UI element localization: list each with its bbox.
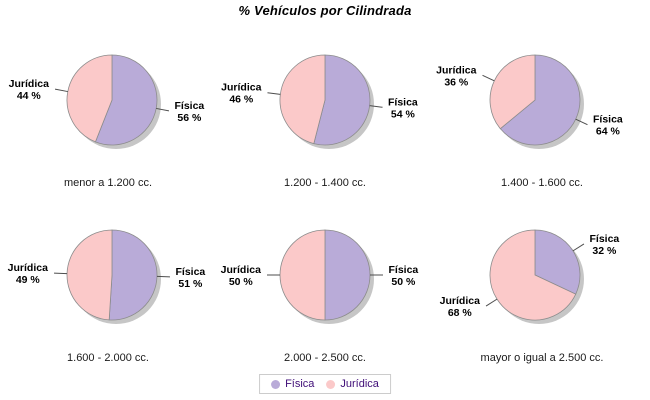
slice-percent-label: 46 % xyxy=(229,94,254,106)
slice-percent-label: 49 % xyxy=(16,274,41,286)
legend-item-juridica: Jurídica xyxy=(326,378,379,390)
chart-legend: Física Jurídica xyxy=(259,374,391,394)
pie-cell: Física 32 % Jurídica 68 % mayor o igual a 2.… xyxy=(434,205,650,375)
slice-name-label: Jurídica xyxy=(221,264,261,276)
pie-cell: Física 50 % Jurídica 50 % 2.000 - 2.500 cc. xyxy=(217,205,433,375)
legend-item-fisica: Física xyxy=(271,378,314,390)
legend-swatch-juridica-icon xyxy=(326,379,336,389)
label-leader-line xyxy=(156,107,170,112)
slice-name-label: Física xyxy=(590,233,620,245)
pie-slice-juridica xyxy=(66,54,113,143)
label-leader-line xyxy=(482,74,495,82)
slice-name-label: Física xyxy=(176,266,206,278)
pie-slice-fisica xyxy=(94,54,158,146)
label-leader-line xyxy=(267,92,281,95)
slice-name-label: Física xyxy=(175,100,205,112)
pie-cell: Física 51 % Jurídica 49 % 1.600 - 2.000 cc. xyxy=(0,205,216,375)
slice-percent-label: 64 % xyxy=(596,126,621,138)
pie-slice-juridica xyxy=(489,229,577,321)
slice-name-label: Jurídica xyxy=(440,295,480,307)
slice-name-label: Física xyxy=(593,114,623,126)
pie-category-label: 1.400 - 1.600 cc. xyxy=(501,177,583,189)
slice-percent-label: 44 % xyxy=(17,90,42,102)
slice-percent-label: 50 % xyxy=(391,276,416,288)
chart-title: % Vehículos por Cilindrada xyxy=(238,3,412,18)
slice-percent-label: 54 % xyxy=(391,108,416,120)
pie-category-label: 1.600 - 2.000 cc. xyxy=(67,352,149,364)
label-leader-line xyxy=(54,88,68,93)
label-leader-line xyxy=(572,243,585,252)
slice-percent-label: 32 % xyxy=(592,245,617,257)
pie-cell: Física 54 % Jurídica 46 % 1.200 - 1.400 cc. xyxy=(217,30,433,200)
pie-category-label: menor a 1.200 cc. xyxy=(63,177,153,189)
slice-name-label: Física xyxy=(388,96,418,108)
pie-category-label: mayor o igual a 2.500 cc. xyxy=(480,352,604,364)
pie-slice-juridica xyxy=(279,229,326,321)
slice-name-label: Jurídica xyxy=(436,64,476,76)
legend-label: Física xyxy=(285,378,315,390)
slice-name-label: Jurídica xyxy=(9,78,49,90)
label-leader-line xyxy=(369,105,383,108)
pie-slice-fisica xyxy=(313,54,371,146)
pie-category-label: 1.200 - 1.400 cc. xyxy=(284,177,366,189)
slice-name-label: Física xyxy=(389,264,419,276)
slice-percent-label: 50 % xyxy=(229,276,254,288)
label-leader-line xyxy=(485,298,498,307)
pie-slice-fisica xyxy=(534,229,581,295)
slice-percent-label: 36 % xyxy=(444,76,469,88)
legend-label: Jurídica xyxy=(340,378,379,390)
pie-cell: Física 56 % Jurídica 44 % menor a 1.200 cc. xyxy=(0,30,216,200)
legend-swatch-fisica-icon xyxy=(271,379,281,389)
slice-percent-label: 56 % xyxy=(177,112,202,124)
pie-category-label: 2.000 - 2.500 cc. xyxy=(284,352,366,364)
pie-slice-juridica xyxy=(66,229,113,321)
slice-name-label: Jurídica xyxy=(8,262,48,274)
pie-slice-fisica xyxy=(499,54,581,146)
slice-percent-label: 68 % xyxy=(448,307,473,319)
slice-name-label: Jurídica xyxy=(221,82,261,94)
slice-percent-label: 51 % xyxy=(178,278,203,290)
pie-cell: Física 64 % Jurídica 36 % 1.400 - 1.600 cc. xyxy=(434,30,650,200)
label-leader-line xyxy=(575,118,588,126)
pie-slice-juridica xyxy=(489,54,536,130)
